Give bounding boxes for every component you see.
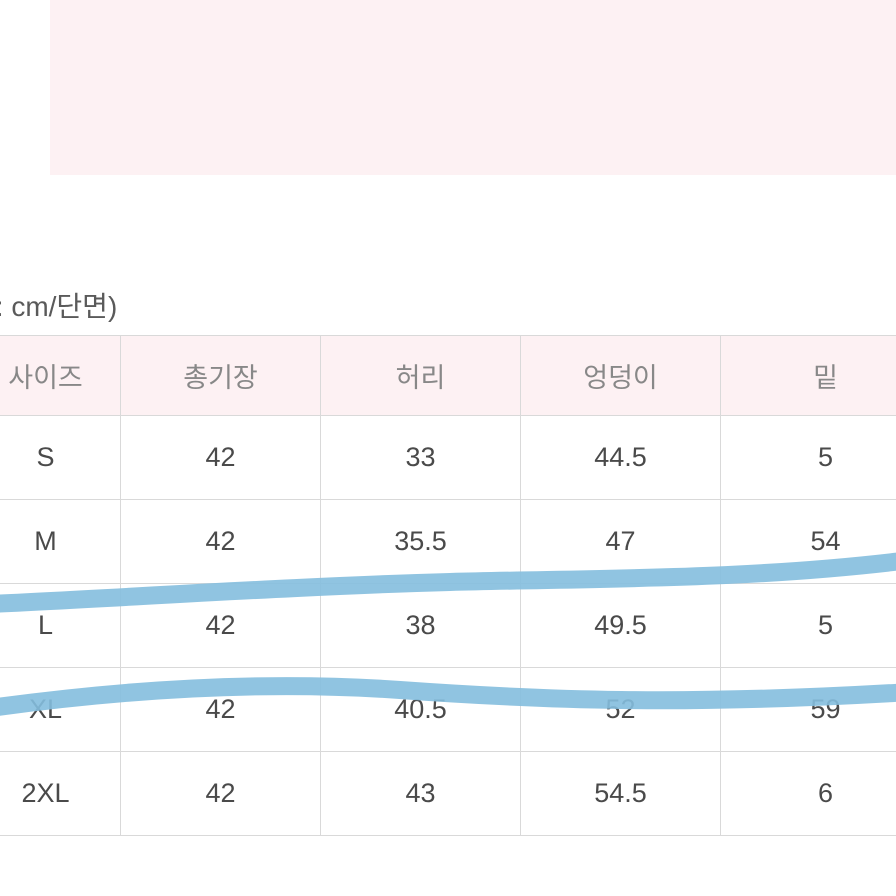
table-row: M 42 35.5 47 54 [0, 500, 896, 584]
cell: 35.5 [321, 500, 521, 584]
cell: 42 [121, 668, 321, 752]
col-header: 허리 [321, 336, 521, 416]
unit-label: 위: cm/단면) [0, 285, 117, 325]
cell: 44.5 [521, 416, 721, 500]
size-table: 사이즈 총기장 허리 엉덩이 밑 S 42 33 44.5 5 M 42 35.… [0, 335, 896, 836]
cell: 42 [121, 752, 321, 836]
cell: 52 [521, 668, 721, 752]
cell: 49.5 [521, 584, 721, 668]
cell: 5 [721, 584, 896, 668]
col-header: 엉덩이 [521, 336, 721, 416]
cell: 59 [721, 668, 896, 752]
cell: L [0, 584, 121, 668]
cell: S [0, 416, 121, 500]
cell: 54 [721, 500, 896, 584]
cell: 42 [121, 584, 321, 668]
cell: M [0, 500, 121, 584]
table-row: XL 42 40.5 52 59 [0, 668, 896, 752]
col-header: 총기장 [121, 336, 321, 416]
cell: 2XL [0, 752, 121, 836]
cell: 42 [121, 416, 321, 500]
table-header-row: 사이즈 총기장 허리 엉덩이 밑 [0, 336, 896, 416]
cell: 6 [721, 752, 896, 836]
table-row: 2XL 42 43 54.5 6 [0, 752, 896, 836]
cell: 33 [321, 416, 521, 500]
cell: 38 [321, 584, 521, 668]
cell: 5 [721, 416, 896, 500]
cell: 47 [521, 500, 721, 584]
table-row: L 42 38 49.5 5 [0, 584, 896, 668]
col-header: 사이즈 [0, 336, 121, 416]
cell: 43 [321, 752, 521, 836]
cell: XL [0, 668, 121, 752]
size-table-wrap: 사이즈 총기장 허리 엉덩이 밑 S 42 33 44.5 5 M 42 35.… [0, 335, 896, 836]
cell: 54.5 [521, 752, 721, 836]
col-header: 밑 [721, 336, 896, 416]
cell: 42 [121, 500, 321, 584]
table-row: S 42 33 44.5 5 [0, 416, 896, 500]
header-pink-block [50, 0, 896, 175]
cell: 40.5 [321, 668, 521, 752]
